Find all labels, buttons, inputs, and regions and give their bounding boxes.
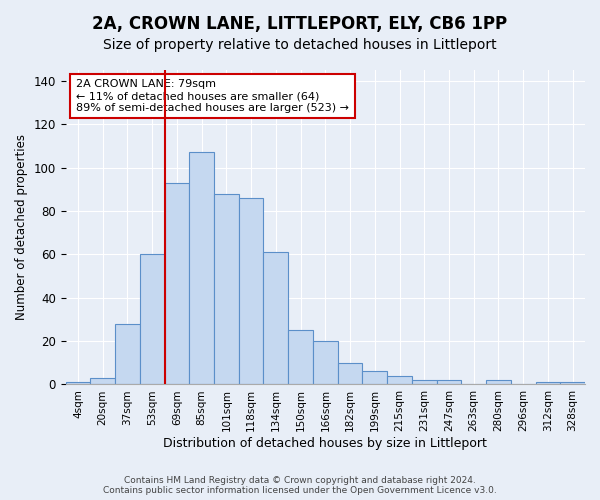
Y-axis label: Number of detached properties: Number of detached properties [15, 134, 28, 320]
Bar [486, 380, 511, 384]
Bar [91, 378, 115, 384]
Bar [560, 382, 585, 384]
Bar [115, 324, 140, 384]
Bar [288, 330, 313, 384]
Bar [140, 254, 164, 384]
Bar [263, 252, 288, 384]
Bar [164, 183, 190, 384]
Text: 2A CROWN LANE: 79sqm
← 11% of detached houses are smaller (64)
89% of semi-detac: 2A CROWN LANE: 79sqm ← 11% of detached h… [76, 80, 349, 112]
Bar [536, 382, 560, 384]
Bar [338, 363, 362, 384]
Bar [214, 194, 239, 384]
Bar [437, 380, 461, 384]
X-axis label: Distribution of detached houses by size in Littleport: Distribution of detached houses by size … [163, 437, 487, 450]
Bar [362, 372, 387, 384]
Text: 2A, CROWN LANE, LITTLEPORT, ELY, CB6 1PP: 2A, CROWN LANE, LITTLEPORT, ELY, CB6 1PP [92, 15, 508, 33]
Text: Contains HM Land Registry data © Crown copyright and database right 2024.
Contai: Contains HM Land Registry data © Crown c… [103, 476, 497, 495]
Bar [65, 382, 91, 384]
Text: Size of property relative to detached houses in Littleport: Size of property relative to detached ho… [103, 38, 497, 52]
Bar [239, 198, 263, 384]
Bar [387, 376, 412, 384]
Bar [412, 380, 437, 384]
Bar [190, 152, 214, 384]
Bar [313, 341, 338, 384]
